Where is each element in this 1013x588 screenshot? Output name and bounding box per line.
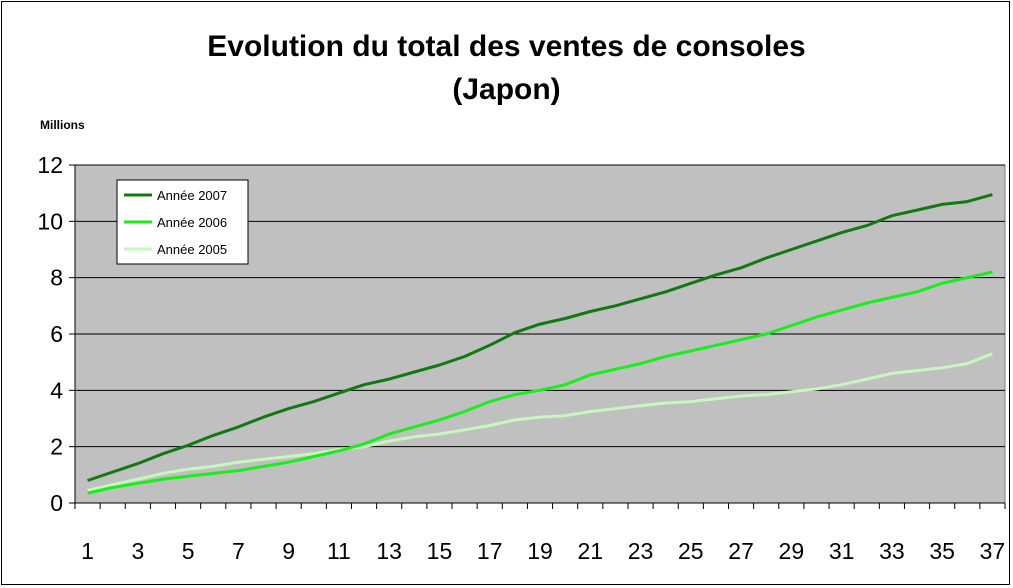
x-tick-label: 9 <box>282 538 295 564</box>
x-tick-label: 31 <box>829 538 855 564</box>
x-tick-label: 5 <box>182 538 195 564</box>
y-tick-label: 10 <box>37 208 63 234</box>
x-tick-label: 29 <box>779 538 805 564</box>
y-tick-label: 2 <box>50 434 63 460</box>
x-tick-label: 13 <box>376 538 402 564</box>
x-tick-label: 37 <box>980 538 1006 564</box>
y-units-label: Millions <box>40 118 85 132</box>
y-tick-label: 4 <box>50 377 63 403</box>
x-tick-label: 33 <box>879 538 905 564</box>
series-line <box>87 352 993 492</box>
series-line <box>87 193 993 482</box>
y-tick-label: 12 <box>37 152 63 178</box>
x-tick-label: 7 <box>232 538 245 564</box>
x-tick-label: 17 <box>477 538 503 564</box>
legend-label: Année 2006 <box>157 215 227 230</box>
chart-subtitle: (Japon) <box>452 73 561 106</box>
legend-label: Année 2007 <box>157 188 227 203</box>
series-line <box>87 270 993 495</box>
chart-title: Evolution du total des ventes de console… <box>207 30 806 63</box>
x-tick-label: 35 <box>929 538 955 564</box>
x-tick-label: 25 <box>678 538 704 564</box>
x-tick-label: 23 <box>628 538 654 564</box>
x-tick-label: 27 <box>728 538 754 564</box>
legend-label: Année 2005 <box>157 242 227 257</box>
x-tick-label: 3 <box>131 538 144 564</box>
y-tick-label: 0 <box>50 490 63 516</box>
y-tick-label: 6 <box>50 321 63 347</box>
x-tick-label: 19 <box>527 538 553 564</box>
x-tick-label: 1 <box>81 538 94 564</box>
x-tick-label: 15 <box>427 538 453 564</box>
x-tick-label: 11 <box>327 538 351 564</box>
x-tick-label: 21 <box>577 538 603 564</box>
y-tick-label: 8 <box>50 265 63 291</box>
